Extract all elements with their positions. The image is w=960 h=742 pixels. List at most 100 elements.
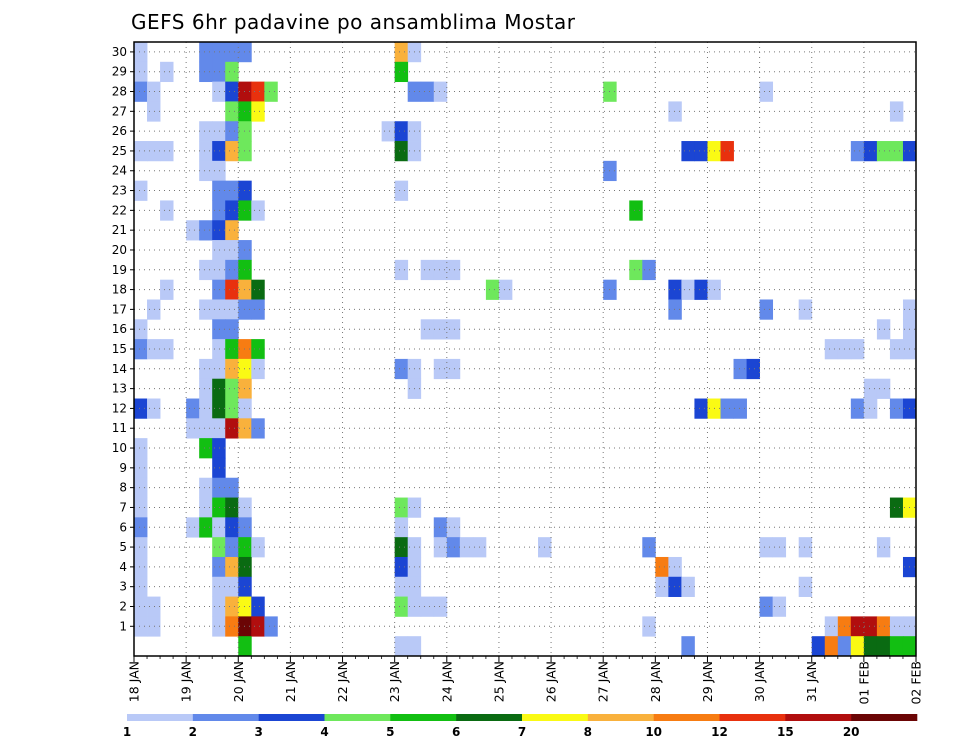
heatmap-cell [212, 141, 226, 162]
y-tick-label: 23 [112, 184, 127, 198]
heatmap-cell [212, 517, 226, 538]
heatmap-cell [394, 576, 409, 597]
heatmap-cell [889, 141, 904, 162]
y-tick-label: 28 [112, 85, 127, 99]
y-tick-label: 22 [112, 203, 127, 217]
heatmap-cell [134, 398, 148, 419]
legend-swatch [258, 714, 325, 721]
heatmap-cell [251, 418, 265, 439]
heatmap-cell [225, 299, 239, 320]
x-tick-label: 21 JAN [283, 661, 298, 702]
heatmap-cell [446, 517, 461, 538]
heatmap-cell [186, 398, 200, 419]
heatmap-cell [199, 259, 213, 281]
heatmap-cell [147, 101, 161, 122]
y-tick-label: 29 [112, 65, 127, 79]
heatmap-cell [134, 517, 148, 538]
heatmap-cell [225, 596, 239, 617]
heatmap-cell [212, 200, 226, 221]
heatmap-cell [212, 457, 226, 479]
x-tick-label: 26 JAN [544, 661, 559, 702]
heatmap-cell [199, 378, 213, 399]
heatmap-cell [199, 497, 213, 518]
heatmap-cell [134, 141, 148, 162]
heatmap-cell [225, 576, 239, 597]
heatmap-cell [394, 556, 409, 578]
heatmap-cell [225, 339, 239, 360]
legend-label: 3 [254, 725, 262, 739]
x-tick-label: 02 FEB [909, 661, 924, 705]
y-tick-label: 25 [112, 144, 127, 158]
x-tick-label: 24 JAN [439, 661, 454, 702]
heatmap-cell [238, 636, 252, 657]
heatmap-cell [798, 576, 813, 597]
heatmap-cell [889, 636, 904, 657]
heatmap-cell [420, 319, 435, 340]
heatmap-cell [225, 556, 239, 578]
heatmap-cell [199, 121, 213, 142]
heatmap-cell [251, 101, 265, 122]
heatmap-cell [147, 596, 161, 617]
heatmap-cell [212, 596, 226, 617]
heatmap-cell [199, 160, 213, 182]
heatmap-cell [876, 319, 891, 340]
heatmap-cell [199, 398, 213, 419]
heatmap-cell [681, 576, 695, 597]
heatmap-cell [212, 121, 226, 142]
heatmap-cell [212, 61, 226, 83]
heatmap-cell [225, 477, 239, 498]
heatmap-cell [629, 200, 643, 221]
heatmap-cell [433, 81, 448, 102]
legend-label: 15 [777, 725, 794, 739]
heatmap-cell [212, 240, 226, 261]
heatmap-cell [134, 81, 148, 102]
chart-title: GEFS 6hr padavine po ansamblima Mostar [131, 10, 576, 34]
heatmap-cell [433, 319, 448, 340]
legend-swatch [390, 714, 457, 721]
heatmap-cell [225, 279, 239, 300]
heatmap-cell [394, 141, 409, 162]
heatmap-cell [212, 616, 226, 637]
heatmap-cell [225, 537, 239, 558]
heatmap-cell [134, 497, 148, 518]
heatmap-cell [668, 576, 682, 597]
heatmap-cell [863, 141, 878, 162]
legend-swatch [456, 714, 523, 721]
heatmap-cell [212, 339, 226, 360]
heatmap-cell [824, 636, 839, 657]
heatmap-cell [199, 299, 213, 320]
heatmap-cell [251, 299, 265, 320]
heatmap-cell [420, 81, 435, 102]
heatmap-cell [394, 121, 409, 142]
heatmap-cell [889, 101, 904, 122]
heatmap-cell [394, 596, 409, 617]
y-tick-label: 21 [112, 223, 127, 237]
heatmap-cell [147, 299, 161, 320]
heatmap-cell [199, 220, 213, 241]
heatmap-cell [694, 141, 708, 162]
heatmap-cell [212, 418, 226, 439]
heatmap-cell [668, 101, 682, 122]
legend-label: 1 [123, 725, 131, 739]
heatmap-cell [251, 200, 265, 221]
heatmap-cell [394, 180, 409, 201]
y-tick-label: 15 [112, 342, 127, 356]
y-tick-label: 10 [112, 441, 127, 455]
heatmap-cell [147, 339, 161, 360]
heatmap-cell [225, 220, 239, 241]
heatmap-cell [720, 141, 734, 162]
heatmap-cell [889, 398, 904, 419]
heatmap-cell [446, 358, 461, 380]
heatmap-cell [212, 259, 226, 281]
heatmap-cell [212, 477, 226, 498]
heatmap-cell [225, 121, 239, 142]
y-tick-label: 1 [119, 619, 127, 633]
legend-label: 4 [320, 725, 328, 739]
y-tick-label: 14 [112, 362, 127, 376]
heatmap-cell [212, 537, 226, 558]
heatmap-cell [134, 438, 148, 459]
heatmap-cell [759, 537, 774, 558]
heatmap-cell [212, 180, 226, 201]
heatmap-cell [186, 418, 200, 439]
